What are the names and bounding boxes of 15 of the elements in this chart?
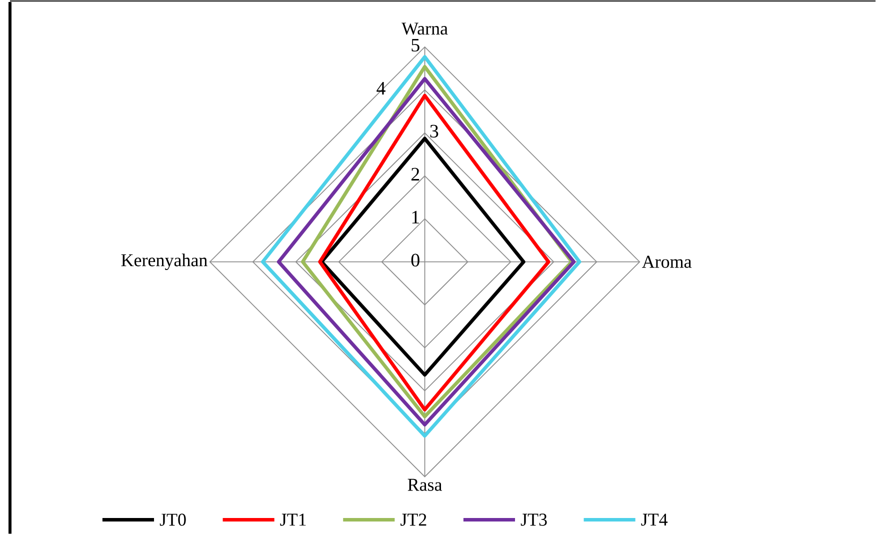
legend-label: JT2: [400, 514, 426, 526]
spoke-label: Warna: [402, 22, 448, 35]
legend-label: JT0: [160, 514, 186, 526]
y-tick-label: 1: [412, 210, 419, 224]
y-tick-label: 2: [411, 168, 420, 180]
legend-label: JT3: [520, 514, 547, 526]
spoke-label: Aroma: [642, 256, 692, 268]
y-tick-label: 3: [430, 124, 438, 138]
y-tick-label: 5: [412, 38, 420, 52]
legend-label: JT1: [280, 514, 306, 526]
legend-label: JT4: [641, 514, 668, 526]
y-tick-label: 4: [376, 82, 386, 94]
y-tick-label: 0: [411, 254, 420, 266]
spoke-label: Kerenyahan: [121, 254, 208, 270]
spoke-label: Rasa: [408, 478, 442, 491]
